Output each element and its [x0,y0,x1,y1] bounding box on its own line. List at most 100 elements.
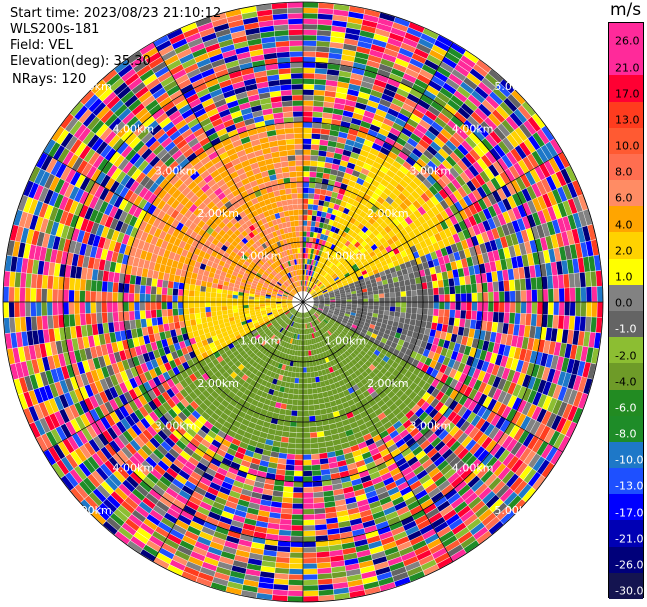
velocity-gate [194,447,205,458]
velocity-gate [431,44,447,57]
velocity-gate [399,393,409,402]
velocity-gate [388,282,395,289]
velocity-gate [416,308,423,315]
velocity-gate [281,502,293,509]
velocity-gate [352,112,364,121]
velocity-gate [333,245,339,252]
velocity-gate [462,229,471,240]
velocity-gate [367,129,378,138]
velocity-gate [285,470,295,476]
velocity-gate [364,485,376,494]
velocity-gate [558,274,564,289]
velocity-gate [231,520,244,529]
velocity-gate [281,322,286,328]
velocity-gate [384,292,390,298]
velocity-gate [42,315,48,330]
velocity-gate [531,302,538,314]
velocity-gate [122,430,134,443]
velocity-gate [548,430,561,446]
velocity-gate [140,417,151,429]
velocity-gate [448,518,463,531]
velocity-gate [552,315,559,329]
velocity-gate [317,19,333,26]
velocity-gate [473,526,489,540]
velocity-gate [312,210,318,216]
velocity-gate [312,360,317,367]
velocity-gate [351,290,357,295]
velocity-gate [303,24,318,30]
velocity-gate [219,516,233,525]
velocity-gate [485,134,498,148]
velocity-gate [435,213,445,223]
velocity-gate [430,141,442,152]
velocity-gate [407,456,419,467]
velocity-gate [556,261,563,275]
velocity-gate [332,332,338,339]
velocity-gate [330,250,336,257]
velocity-gate [244,449,255,458]
velocity-gate [355,459,366,468]
velocity-gate [286,360,291,366]
velocity-gate [360,281,366,287]
velocity-gate [330,303,336,306]
velocity-gate [393,141,404,151]
velocity-gate [304,323,306,329]
velocity-gate [578,393,588,409]
velocity-gate [473,145,485,158]
velocity-gate [326,517,338,524]
velocity-gate [458,209,468,220]
velocity-gate [372,510,385,520]
velocity-gate [296,317,299,323]
velocity-gate [402,491,415,501]
velocity-gate [332,158,341,165]
velocity-gate [337,317,343,322]
velocity-gate [313,304,319,307]
velocity-gate [457,186,468,198]
velocity-gate [487,311,494,322]
velocity-gate [520,278,526,291]
velocity-gate [348,361,355,368]
velocity-gate [333,587,349,595]
velocity-gate [489,130,502,144]
velocity-gate [303,40,317,46]
velocity-gate [447,182,457,193]
velocity-gate [331,326,337,331]
velocity-gate [455,293,461,302]
velocity-gate [404,370,413,379]
velocity-gate [416,158,427,168]
velocity-gate [352,299,358,302]
velocity-gate [440,174,451,186]
velocity-gate [338,313,345,318]
velocity-gate [579,316,586,332]
velocity-gate [403,520,417,531]
velocity-gate [373,339,381,346]
velocity-gate [354,539,368,547]
velocity-gate [388,315,395,321]
velocity-gate [380,472,392,481]
velocity-gate [303,590,319,597]
velocity-gate [322,112,333,119]
velocity-gate [236,446,247,455]
velocity-gate [210,292,217,298]
velocity-gate [492,87,507,102]
velocity-gate [313,486,323,493]
velocity-gate [141,460,154,472]
velocity-gate [362,162,372,171]
velocity-gate [283,370,289,377]
velocity-gate [295,311,299,317]
velocity-gate [322,246,328,253]
velocity-gate [202,372,210,381]
velocity-gate [183,295,189,302]
velocity-gate [474,107,488,121]
velocity-gate [377,151,388,161]
velocity-gate [359,278,365,284]
velocity-gate [413,376,422,385]
velocity-gate [188,382,197,391]
velocity-gate [545,446,558,462]
velocity-gate [509,424,520,439]
velocity-gate [75,266,83,279]
velocity-gate [368,232,376,240]
velocity-gate [392,571,409,582]
velocity-gate [399,202,408,211]
velocity-gate [188,302,195,308]
